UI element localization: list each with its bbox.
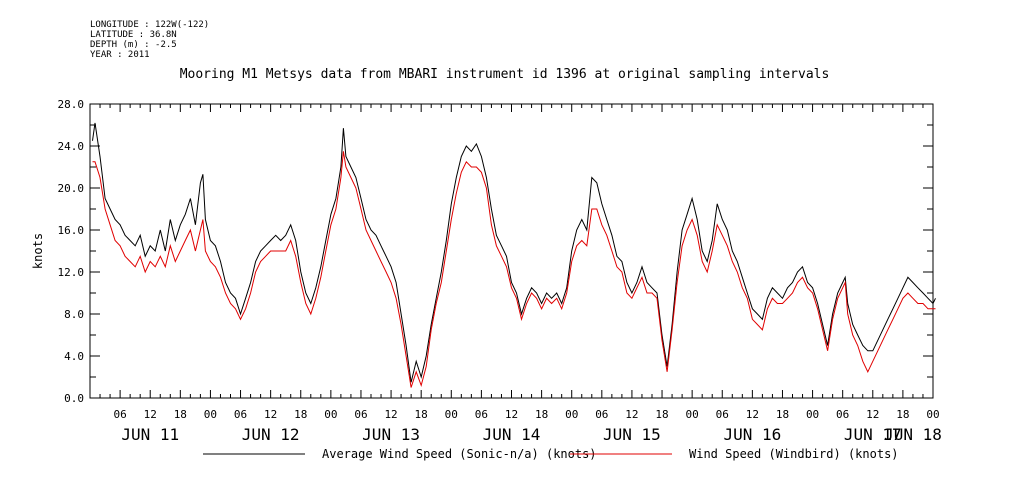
x-hour-label: 00 [686, 408, 699, 421]
x-hour-label: 18 [174, 408, 187, 421]
x-hour-label: 18 [415, 408, 428, 421]
x-day-label: JUN 13 [362, 425, 420, 444]
x-hour-label: 06 [836, 408, 849, 421]
series-line-2 [92, 151, 936, 388]
y-tick-label: 4.0 [64, 350, 84, 363]
x-hour-label: 00 [324, 408, 337, 421]
x-hour-label: 00 [926, 408, 939, 421]
y-axis-label: knots [31, 233, 45, 269]
year-label: YEAR : 2011 [90, 50, 150, 60]
x-hour-label: 06 [595, 408, 608, 421]
legend-label-series-1: Average Wind Speed (Sonic-n/a) (knots) [322, 447, 597, 461]
x-hour-label: 18 [655, 408, 668, 421]
x-hour-label: 18 [294, 408, 307, 421]
x-hour-label: 18 [896, 408, 909, 421]
x-hour-label: 12 [746, 408, 759, 421]
legend: Average Wind Speed (Sonic-n/a) (knots) W… [203, 447, 899, 461]
depth-label: DEPTH (m) : -2.5 [90, 40, 177, 50]
x-hour-label: 12 [625, 408, 638, 421]
x-hour-label: 06 [113, 408, 126, 421]
x-hour-label: 06 [475, 408, 488, 421]
series-layer [92, 122, 936, 388]
x-hour-label: 12 [144, 408, 157, 421]
x-day-label: JUN 15 [603, 425, 661, 444]
x-hour-label: 00 [565, 408, 578, 421]
x-hour-label: 12 [505, 408, 518, 421]
latitude-label: LATITUDE : 36.8N [90, 30, 177, 40]
metadata-block: LONGITUDE : 122W(-122) LATITUDE : 36.8N … [90, 20, 209, 60]
x-day-label: JUN 14 [483, 425, 541, 444]
y-tick-label: 24.0 [58, 140, 85, 153]
x-hour-label: 06 [234, 408, 247, 421]
x-day-label: JUN 17 [844, 425, 902, 444]
axis-ticks: 0.0 4.0 8.0 12.0 16.0 20.0 24.0 28.0 06 12 18 00 06 1… [58, 98, 942, 444]
longitude-label: LONGITUDE : 122W(-122) [90, 20, 210, 30]
chart-title: Mooring M1 Metsys data from MBARI instru… [179, 67, 830, 82]
y-tick-label: 12.0 [58, 266, 85, 279]
x-hour-label: 00 [204, 408, 217, 421]
x-hour-label: 12 [264, 408, 277, 421]
y-tick-label: 0.0 [64, 392, 84, 405]
x-hour-label: 18 [535, 408, 548, 421]
y-tick-label: 8.0 [64, 308, 84, 321]
x-hour-label: 06 [716, 408, 729, 421]
y-tick-label: 28.0 [58, 98, 85, 111]
legend-label-series-2: Wind Speed (Windbird) (knots) [689, 447, 899, 461]
x-hour-label: 00 [445, 408, 458, 421]
x-hour-label: 18 [776, 408, 789, 421]
x-hour-label: 12 [384, 408, 397, 421]
x-day-label: JUN 18 [884, 425, 942, 444]
plot-frame [89, 103, 934, 399]
x-hour-label: 12 [866, 408, 879, 421]
x-day-label: JUN 16 [723, 425, 781, 444]
y-tick-label: 16.0 [58, 224, 85, 237]
x-day-label: JUN 11 [121, 425, 179, 444]
x-day-label: JUN 12 [242, 425, 300, 444]
x-hour-label: 06 [354, 408, 367, 421]
x-hour-label: 00 [806, 408, 819, 421]
y-tick-label: 20.0 [58, 182, 85, 195]
series-line-1 [92, 122, 936, 383]
